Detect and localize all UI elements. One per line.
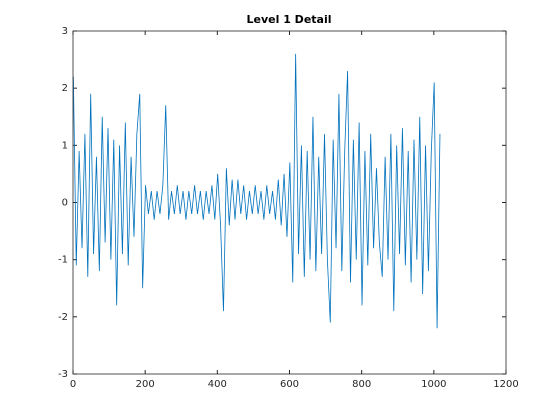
y-tick-label: 2 xyxy=(62,83,68,94)
x-tick-label: 1000 xyxy=(421,379,446,390)
y-tick-label: 3 xyxy=(62,26,68,37)
x-tick-label: 400 xyxy=(208,379,227,390)
plot-area xyxy=(73,31,506,374)
x-tick-label: 200 xyxy=(136,379,155,390)
x-tick-label: 1200 xyxy=(493,379,518,390)
chart-title: Level 1 Detail xyxy=(247,13,332,26)
y-tick-label: 1 xyxy=(62,140,68,151)
x-tick-label: 800 xyxy=(352,379,371,390)
y-tick-label: -2 xyxy=(58,312,68,323)
x-tick-label: 0 xyxy=(70,379,76,390)
axes-box xyxy=(72,30,507,375)
y-tick-label: 0 xyxy=(62,198,68,209)
x-tick-label: 600 xyxy=(280,379,299,390)
data-line xyxy=(72,53,441,329)
y-tick-label: -3 xyxy=(58,369,68,380)
y-tick-label: -1 xyxy=(58,255,68,266)
